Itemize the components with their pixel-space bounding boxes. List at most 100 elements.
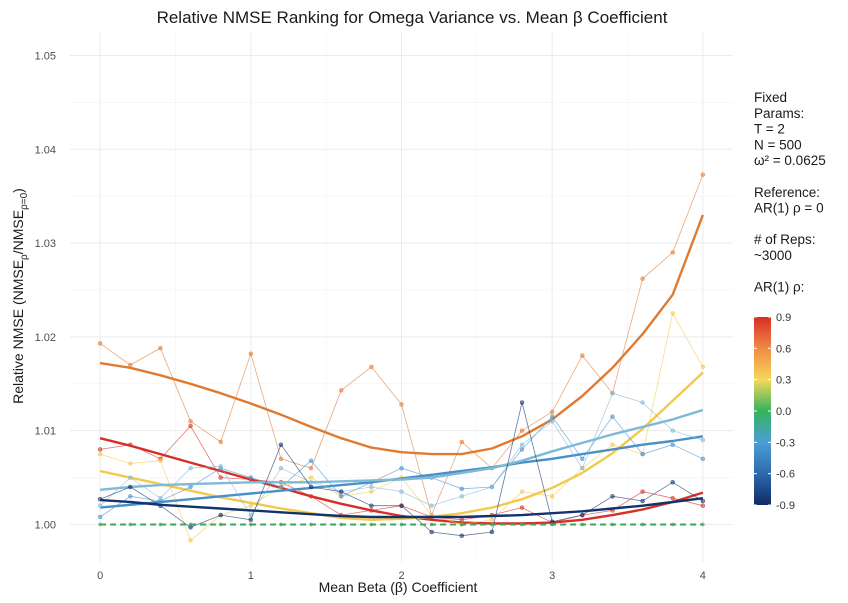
axes: 0 1 2 3 4 1.00 1.01 1.02 1.03 1.04 1.05 — [35, 50, 706, 582]
data-point — [700, 364, 706, 370]
data-point — [128, 484, 133, 490]
data-point — [580, 465, 585, 471]
data-point — [700, 498, 706, 504]
legend-text-line: ω² = 0.0625 — [754, 153, 826, 168]
data-point — [700, 503, 706, 508]
x-tick-label: 4 — [700, 570, 706, 582]
data-point — [399, 503, 404, 508]
data-point — [580, 353, 585, 358]
data-point — [429, 503, 434, 508]
data-point — [489, 484, 495, 490]
data-point — [459, 517, 465, 523]
data-point — [369, 489, 374, 494]
data-point — [188, 484, 193, 490]
data-point — [519, 447, 525, 452]
data-point — [97, 341, 103, 346]
data-point — [97, 503, 103, 508]
legend-text-line: # of Reps: — [754, 232, 816, 247]
legend-text-line: T = 2 — [754, 122, 785, 137]
data-point — [248, 517, 254, 523]
data-point — [399, 402, 404, 407]
data-point — [308, 465, 314, 471]
data-point — [549, 414, 555, 419]
colorbar-tick-label: -0.6 — [776, 469, 795, 481]
data-point — [610, 390, 615, 396]
data-point — [610, 414, 615, 419]
y-axis-title-slash: /NMSE — [10, 210, 26, 254]
data-point — [640, 451, 645, 457]
series-trend-line — [99, 408, 704, 491]
legend-text-line: AR(1) ρ = 0 — [754, 201, 824, 216]
series-trend-line — [100, 497, 704, 519]
colorbar-tick-label: -0.3 — [776, 437, 795, 449]
data-point — [369, 484, 374, 490]
data-point — [158, 345, 163, 351]
data-point — [338, 494, 344, 499]
series-trend-line — [99, 214, 705, 456]
data-point — [188, 419, 193, 424]
data-point — [128, 461, 133, 466]
data-point — [218, 439, 223, 445]
data-point — [128, 494, 133, 499]
colorbar-tick-label: -0.9 — [776, 500, 795, 512]
data-point — [700, 172, 706, 177]
y-tick-label: 1.05 — [35, 50, 56, 62]
data-point — [459, 439, 465, 445]
data-point — [459, 533, 465, 538]
data-point — [278, 456, 284, 462]
x-axis-title: Mean Beta (β) Coefficient — [319, 579, 478, 595]
data-point — [399, 489, 404, 494]
y-axis-title-sub-rho: ρ — [19, 254, 30, 260]
data-point — [519, 489, 525, 494]
series-rho-neg0_9 — [97, 400, 706, 538]
data-point — [489, 529, 495, 535]
data-point — [248, 475, 254, 480]
data-point — [519, 442, 525, 447]
data-point — [489, 517, 495, 523]
data-point — [308, 458, 314, 463]
legend-text-line: N = 500 — [754, 137, 802, 152]
data-point — [278, 465, 284, 471]
series-trend-line — [99, 371, 704, 521]
series-layer — [97, 172, 706, 543]
data-point — [218, 512, 223, 518]
colorbar-tick-label: 0.0 — [776, 406, 791, 418]
data-point — [429, 529, 434, 535]
data-point — [188, 423, 193, 429]
data-point — [640, 498, 645, 504]
data-point — [188, 465, 193, 471]
colorbar-tick-label: 0.6 — [776, 343, 791, 355]
data-point — [97, 514, 103, 520]
data-point — [640, 489, 645, 494]
colorbar-tick-label: 0.3 — [776, 375, 791, 387]
data-point — [308, 475, 314, 480]
legend-text-line: AR(1) ρ: — [754, 280, 804, 295]
data-point — [459, 494, 465, 499]
data-point — [640, 276, 645, 281]
data-point — [670, 250, 675, 255]
colorbar — [754, 317, 771, 505]
data-point — [670, 480, 675, 485]
data-point — [369, 503, 374, 508]
legend-text-line: Reference: — [754, 185, 820, 200]
data-point — [549, 419, 555, 424]
data-point — [610, 494, 615, 499]
x-tick-label: 0 — [97, 570, 103, 582]
x-tick-label: 2 — [398, 570, 404, 582]
x-tick-label: 3 — [549, 570, 555, 582]
data-point — [459, 486, 465, 492]
data-point — [519, 400, 525, 405]
data-point — [670, 428, 675, 433]
y-axis-title-sub-rho-zero: ρ=0 — [19, 192, 30, 210]
data-point — [640, 400, 645, 405]
y-tick-label: 1.01 — [35, 426, 56, 438]
data-point — [308, 484, 314, 490]
data-point — [610, 442, 615, 447]
data-point — [97, 451, 103, 457]
data-point — [278, 484, 284, 490]
data-point — [158, 458, 163, 463]
data-point — [218, 475, 223, 480]
series-rho-neg0_3 — [97, 390, 706, 518]
